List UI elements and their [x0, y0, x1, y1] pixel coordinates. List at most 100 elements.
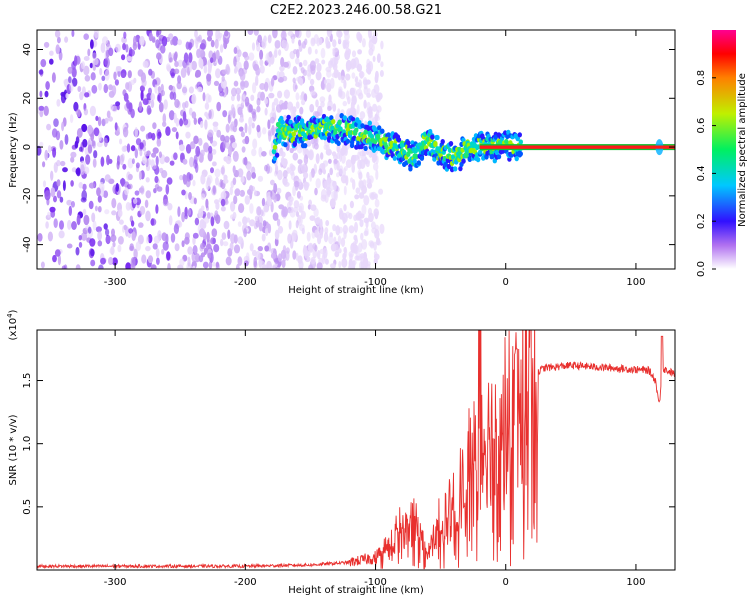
noise-blob	[167, 262, 171, 269]
noise-blob	[215, 214, 221, 225]
noise-blob	[130, 220, 135, 227]
noise-blob	[330, 263, 336, 269]
noise-blob	[216, 129, 222, 138]
noise-blob	[231, 87, 237, 97]
noise-blob	[363, 195, 370, 206]
noise-blob	[200, 173, 206, 185]
x-tick-label: -200	[234, 277, 257, 288]
noise-blob	[102, 36, 109, 45]
noise-blob	[301, 99, 306, 106]
signal-blob	[428, 128, 433, 135]
noise-blob	[365, 149, 369, 156]
signal-blob	[303, 143, 308, 149]
noise-blob	[342, 252, 347, 260]
noise-blob	[188, 192, 192, 200]
noise-blob	[240, 80, 246, 87]
noise-blob	[71, 201, 75, 208]
noise-blob	[80, 197, 87, 203]
noise-blob	[173, 223, 179, 234]
noise-blob	[355, 212, 361, 221]
noise-blob	[289, 209, 296, 218]
noise-blob	[56, 159, 61, 167]
noise-blob	[156, 52, 162, 60]
noise-blob	[194, 217, 200, 226]
noise-blob	[225, 256, 232, 266]
noise-blob	[316, 262, 323, 269]
noise-blob	[69, 114, 74, 124]
noise-blob	[66, 243, 73, 249]
noise-blob	[281, 39, 288, 49]
noise-blob	[323, 180, 327, 189]
noise-blob	[200, 149, 205, 157]
noise-blob	[150, 93, 155, 101]
spectrogram-frame	[36, 29, 676, 270]
noise-blob	[90, 248, 95, 257]
noise-blob	[308, 149, 314, 161]
noise-blob	[251, 42, 256, 51]
noise-blob	[108, 84, 113, 91]
noise-blob	[110, 245, 115, 256]
noise-blob	[359, 111, 366, 120]
noise-blob	[95, 226, 102, 233]
noise-blob	[185, 65, 190, 73]
noise-blob	[345, 47, 350, 56]
noise-blob	[307, 204, 311, 210]
noise-blob	[259, 49, 264, 60]
noise-blob	[230, 201, 236, 212]
noise-blob	[100, 156, 105, 167]
noise-blob	[259, 260, 266, 269]
noise-blob	[56, 99, 61, 107]
noise-blob	[125, 44, 129, 53]
noise-blob	[98, 264, 104, 269]
colorbar-gradient	[712, 30, 736, 269]
noise-blob	[76, 128, 83, 138]
noise-blob	[168, 84, 173, 91]
noise-blob	[213, 244, 220, 253]
noise-blob	[145, 235, 150, 244]
noise-blob	[104, 174, 111, 182]
noise-blob	[292, 152, 299, 161]
noise-blob	[133, 35, 137, 47]
noise-blob	[150, 264, 157, 269]
noise-blob	[374, 74, 379, 84]
noise-blob	[320, 189, 327, 200]
noise-blob	[169, 160, 175, 166]
noise-blob	[374, 193, 378, 200]
signal-blob	[450, 154, 456, 160]
noise-blob	[108, 257, 114, 265]
noise-blob	[221, 75, 225, 82]
noise-blob	[274, 258, 280, 264]
noise-blob	[119, 154, 124, 166]
noise-blob	[68, 205, 73, 216]
noise-blob	[351, 72, 356, 79]
signal-blob	[514, 156, 519, 162]
noise-blob	[343, 185, 347, 196]
signal-blob	[283, 142, 288, 148]
noise-blob	[358, 79, 362, 90]
noise-blob	[286, 167, 291, 174]
noise-blob	[196, 48, 201, 59]
noise-blob	[151, 152, 157, 158]
noise-blob	[356, 31, 361, 41]
noise-blob	[331, 57, 337, 68]
noise-blob	[123, 224, 128, 231]
noise-blob	[292, 185, 296, 197]
noise-blob	[80, 164, 85, 176]
noise-blob	[373, 241, 377, 251]
colorbar-tick-label: 0.8	[696, 70, 707, 86]
noise-blob	[220, 198, 226, 207]
noise-blob	[321, 163, 326, 170]
noise-blob	[239, 117, 244, 123]
noise-blob	[87, 48, 91, 57]
noise-blob	[354, 221, 358, 233]
snr-multiplier: (x104)	[6, 309, 19, 340]
noise-blob	[120, 72, 126, 79]
noise-blob	[319, 218, 323, 229]
noise-blob	[273, 183, 278, 194]
noise-blob	[292, 250, 297, 260]
noise-blob	[206, 212, 211, 220]
noise-blob	[350, 100, 355, 111]
noise-blob	[366, 101, 371, 111]
noise-blob	[114, 79, 119, 86]
noise-blob	[303, 93, 308, 102]
